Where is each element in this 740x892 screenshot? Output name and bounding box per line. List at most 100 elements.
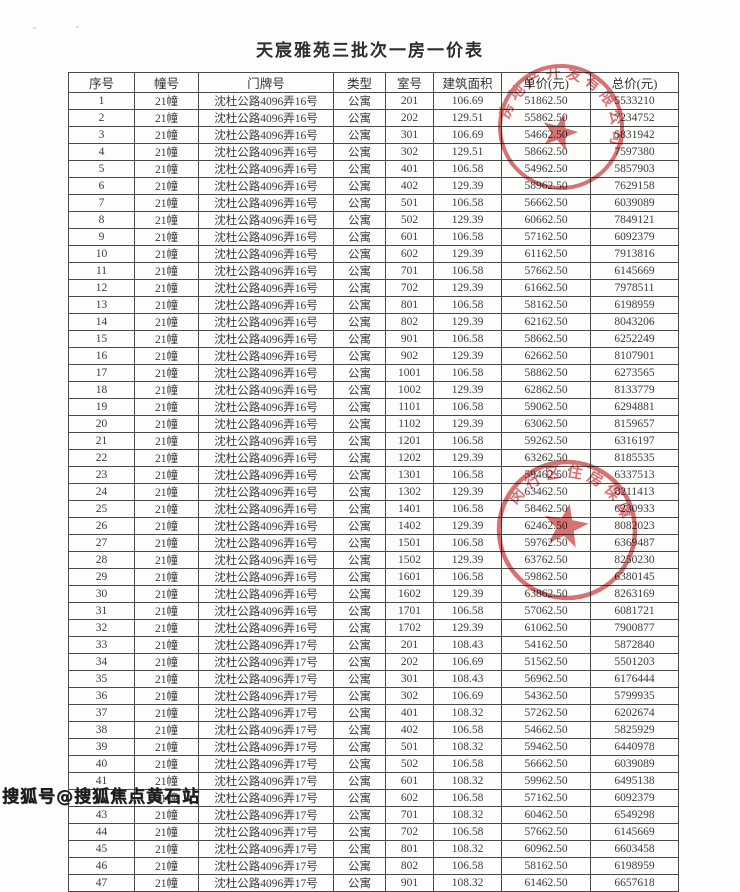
table-cell: 106.58 (433, 789, 502, 807)
table-row: 11 21幢 沈杜公路4096弄16号 公寓 701 106.58 57662.50 6145… (68, 262, 679, 280)
table-cell: 57662.50 (501, 823, 591, 841)
table-body: 1 21幢 沈杜公路4096弄16号 公寓 201 106.69 51862.50 55332… (68, 92, 679, 892)
table-cell: 沈杜公路4096弄16号 (198, 296, 334, 314)
table-cell: 公寓 (333, 840, 386, 858)
table-cell: 沈杜公路4096弄16号 (198, 347, 334, 365)
table-row: 23 21幢 沈杜公路4096弄16号 公寓 1301 106.58 59462.50 633… (68, 466, 679, 484)
table-row: 25 21幢 沈杜公路4096弄16号 公寓 1401 106.58 58462.50 623… (68, 500, 679, 518)
table-cell: 公寓 (333, 143, 386, 161)
table-cell: 106.58 (433, 466, 502, 484)
table-cell: 129.39 (433, 381, 502, 399)
table-cell: 106.58 (433, 568, 502, 586)
table-cell: 129.39 (433, 551, 502, 569)
table-cell: 21幢 (134, 432, 199, 450)
table-cell: 106.58 (433, 602, 502, 620)
table-cell: 502 (385, 211, 434, 229)
table-cell: 沈杜公路4096弄17号 (198, 721, 334, 739)
page-title: 天宸雅苑三批次一房一价表 (256, 41, 484, 60)
table-cell: 公寓 (333, 109, 386, 127)
table-cell: 901 (385, 330, 434, 348)
table-row: 5 21幢 沈杜公路4096弄16号 公寓 401 106.58 54962.50 58579… (68, 160, 679, 178)
table-cell: 6294881 (590, 398, 679, 416)
table-cell: 公寓 (333, 432, 386, 450)
table-cell: 21幢 (134, 636, 199, 654)
table-cell: 129.39 (433, 245, 502, 263)
table-cell: 沈杜公路4096弄16号 (198, 313, 334, 331)
table-cell: 33 (68, 636, 135, 654)
table-cell: 36 (68, 687, 135, 705)
table-cell: 6273565 (590, 364, 679, 382)
table-cell: 38 (68, 721, 135, 739)
table-cell: 802 (385, 313, 434, 331)
table-row: 40 21幢 沈杜公路4096弄17号 公寓 502 106.58 56662.50 6039… (68, 755, 679, 773)
table-cell: 30 (68, 585, 135, 603)
table-cell: 106.58 (433, 160, 502, 178)
table-cell: 21幢 (134, 653, 199, 671)
table-cell: 106.58 (433, 228, 502, 246)
table-cell: 202 (385, 109, 434, 127)
table-row: 1 21幢 沈杜公路4096弄16号 公寓 201 106.69 51862.50 55332… (68, 92, 679, 110)
table-cell: 29 (68, 568, 135, 586)
table-cell: 21幢 (134, 347, 199, 365)
scan-speck (33, 27, 36, 29)
table-cell: 沈杜公路4096弄16号 (198, 415, 334, 433)
table-cell: 沈杜公路4096弄16号 (198, 330, 334, 348)
table-cell: 19 (68, 398, 135, 416)
table-cell: 602 (385, 789, 434, 807)
table-cell: 公寓 (333, 449, 386, 467)
table-cell: 59262.50 (501, 432, 591, 450)
table-cell: 63462.50 (501, 483, 591, 501)
table-cell: 106.58 (433, 721, 502, 739)
table-cell: 6316197 (590, 432, 679, 450)
table-row: 15 21幢 沈杜公路4096弄16号 公寓 901 106.58 58662.50 6252… (68, 330, 679, 348)
table-cell: 1101 (385, 398, 434, 416)
table-cell: 8159657 (590, 415, 679, 433)
table-cell: 公寓 (333, 126, 386, 144)
table-row: 12 21幢 沈杜公路4096弄16号 公寓 702 129.39 61662.50 7978… (68, 279, 679, 297)
table-cell: 106.58 (433, 194, 502, 212)
table-cell: 106.58 (433, 364, 502, 382)
table-cell: 63262.50 (501, 449, 591, 467)
table-cell: 57162.50 (501, 228, 591, 246)
table-cell: 5831942 (590, 126, 679, 144)
table-cell: 6230933 (590, 500, 679, 518)
table-cell: 129.39 (433, 177, 502, 195)
table-cell: 沈杜公路4096弄16号 (198, 211, 334, 229)
table-cell: 21幢 (134, 194, 199, 212)
table-cell: 21幢 (134, 483, 199, 501)
table-cell: 公寓 (333, 381, 386, 399)
table-cell: 129.51 (433, 109, 502, 127)
table-row: 13 21幢 沈杜公路4096弄16号 公寓 801 106.58 58162.50 6198… (68, 296, 679, 314)
table-cell: 6369487 (590, 534, 679, 552)
table-cell: 8250230 (590, 551, 679, 569)
table-cell: 沈杜公路4096弄16号 (198, 177, 334, 195)
table-cell: 21幢 (134, 500, 199, 518)
table-row: 22 21幢 沈杜公路4096弄16号 公寓 1202 129.39 63262.50 818… (68, 449, 679, 467)
table-cell: 6603458 (590, 840, 679, 858)
table-cell: 沈杜公路4096弄17号 (198, 704, 334, 722)
table-cell: 7629158 (590, 177, 679, 195)
table-cell: 5872840 (590, 636, 679, 654)
table-cell: 公寓 (333, 687, 386, 705)
table-cell: 6495138 (590, 772, 679, 790)
table-row: 16 21幢 沈杜公路4096弄16号 公寓 902 129.39 62662.50 8107… (68, 347, 679, 365)
table-cell: 32 (68, 619, 135, 637)
table-cell: 106.58 (433, 755, 502, 773)
table-cell: 沈杜公路4096弄16号 (198, 449, 334, 467)
table-cell: 106.69 (433, 126, 502, 144)
table-cell: 沈杜公路4096弄16号 (198, 483, 334, 501)
table-cell: 5 (68, 160, 135, 178)
table-cell: 21幢 (134, 398, 199, 416)
table-cell: 1702 (385, 619, 434, 637)
table-row: 34 21幢 沈杜公路4096弄17号 公寓 202 106.69 51562.50 5501… (68, 653, 679, 671)
table-cell: 601 (385, 228, 434, 246)
table-cell: 公寓 (333, 92, 386, 110)
table-row: 6 21幢 沈杜公路4096弄16号 公寓 402 129.39 58962.50 76291… (68, 177, 679, 195)
table-cell: 公寓 (333, 738, 386, 756)
table-cell: 21幢 (134, 857, 199, 875)
table-cell: 公寓 (333, 755, 386, 773)
table-cell: 46 (68, 857, 135, 875)
table-cell: 6198959 (590, 857, 679, 875)
table-cell: 6549298 (590, 806, 679, 824)
table-row: 14 21幢 沈杜公路4096弄16号 公寓 802 129.39 62162.50 8043… (68, 313, 679, 331)
